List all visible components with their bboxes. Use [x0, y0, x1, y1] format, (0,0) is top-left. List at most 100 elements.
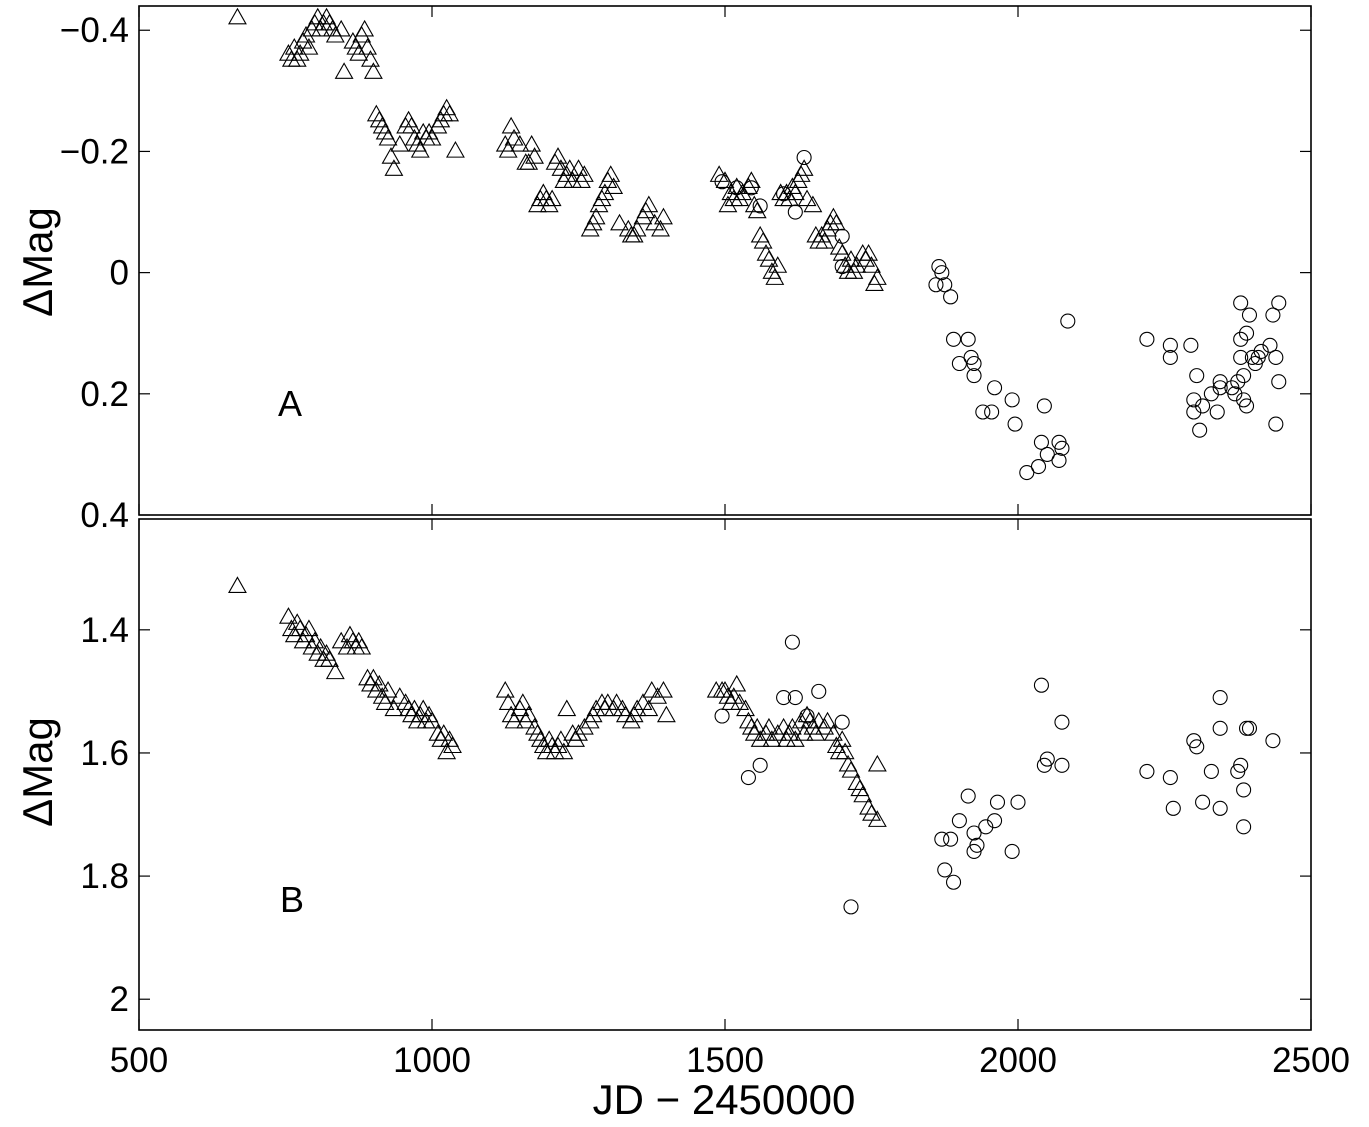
circle-point-a [1186, 392, 1202, 408]
circle-point-b [1189, 739, 1205, 755]
circle-point-a [984, 404, 1000, 420]
circle-point-b [1039, 751, 1055, 767]
triangle-point-b [768, 724, 788, 741]
circle-point-a [943, 289, 959, 305]
circle-point-b [1212, 720, 1228, 736]
circle-point-b [989, 794, 1006, 810]
triangle-point-b [228, 576, 247, 593]
y-tick-label-b: 2 [110, 980, 129, 1019]
circle-point-a [743, 180, 759, 196]
circle-point-b [752, 757, 768, 773]
circle-point-a [1271, 374, 1287, 390]
circle-point-a [1183, 337, 1199, 353]
triangle-point-b [574, 717, 594, 735]
triangle-point-a [522, 134, 542, 152]
triangle-point-b [750, 730, 770, 747]
triangle-point-a [867, 268, 887, 285]
circle-point-a [945, 331, 962, 347]
triangle-point-b [654, 680, 673, 698]
circle-point-a [928, 277, 944, 293]
triangle-point-a [727, 177, 747, 195]
triangle-point-a [595, 183, 615, 201]
circle-point-a [1162, 349, 1178, 366]
triangle-point-a [410, 141, 430, 158]
x-tick-label: 2000 [979, 1041, 1057, 1080]
triangle-point-b [832, 730, 852, 747]
circle-point-b [1004, 843, 1020, 860]
circle-point-b [945, 874, 962, 890]
triangle-point-a [381, 147, 401, 164]
triangle-point-b [862, 804, 881, 821]
circle-point-b [951, 813, 967, 829]
triangle-point-b [835, 742, 855, 760]
y-tick-label-a: −0.4 [60, 11, 129, 50]
circle-point-a [1268, 416, 1284, 432]
triangle-point-a [390, 134, 410, 152]
triangle-point-b [498, 693, 518, 710]
circle-point-a [1039, 446, 1055, 462]
circle-point-b [1265, 733, 1281, 749]
triangle-point-b [378, 680, 398, 698]
circle-point-b [776, 689, 792, 706]
triangle-point-b [422, 711, 442, 729]
triangle-point-a [601, 165, 621, 182]
triangle-point-b [504, 711, 524, 729]
triangle-point-b [495, 680, 515, 698]
panel-a-label: A [278, 383, 302, 424]
triangle-point-a [569, 159, 588, 176]
y-axis-label-a: ΔMag [14, 207, 61, 317]
triangle-point-b [853, 785, 873, 803]
plot-frame-b [138, 518, 1312, 1031]
circle-point-a [1186, 404, 1202, 420]
y-tick-label-a: 0.2 [80, 375, 129, 414]
triangle-point-a [525, 147, 544, 164]
triangle-point-a [355, 19, 375, 37]
triangle-point-a [363, 62, 383, 79]
circle-point-b [1033, 677, 1049, 693]
triangle-point-a [510, 134, 530, 152]
triangle-point-b [730, 693, 750, 710]
triangle-point-a [378, 128, 398, 146]
triangle-point-b [648, 687, 668, 704]
triangle-point-b [320, 650, 339, 667]
y-tick-label-a: 0 [110, 254, 129, 293]
triangle-point-b [627, 699, 647, 717]
triangle-point-b [762, 730, 782, 747]
circle-point-a [1030, 458, 1047, 475]
circle-point-b [787, 689, 803, 706]
triangle-point-b [867, 810, 887, 827]
triangle-point-b [736, 699, 755, 717]
circle-point-b [1054, 714, 1070, 730]
circle-point-a [1195, 398, 1211, 414]
triangle-point-a [639, 195, 659, 213]
triangle-point-a [325, 25, 345, 43]
circle-point-a [729, 180, 745, 196]
x-axis-label: JD − 2450000 [593, 1076, 856, 1122]
circle-point-b [978, 819, 994, 835]
triangle-point-b [352, 637, 372, 655]
circle-point-a [1253, 343, 1269, 359]
circle-point-a [787, 204, 803, 220]
circle-point-a [1203, 386, 1219, 402]
circle-point-a [975, 404, 991, 420]
circle-point-a [1004, 392, 1020, 408]
circle-point-a [966, 355, 982, 372]
circle-point-b [1241, 720, 1258, 736]
circle-point-a [1036, 398, 1052, 414]
triangle-point-a [299, 38, 319, 55]
circle-point-b [1233, 757, 1249, 773]
triangle-point-a [654, 207, 673, 225]
triangle-point-a [548, 147, 568, 164]
circle-point-a [1236, 368, 1252, 384]
triangle-point-a [765, 268, 785, 285]
triangle-point-a [832, 244, 852, 261]
circle-point-b [966, 825, 982, 841]
triangle-point-b [569, 724, 588, 741]
triangle-point-a [384, 159, 404, 176]
circle-point-b [1195, 794, 1211, 810]
circle-point-a [1051, 452, 1067, 469]
triangle-point-a [440, 104, 460, 122]
circle-point-a [1241, 307, 1258, 323]
triangle-point-a [501, 116, 521, 134]
triangle-point-a [228, 7, 247, 25]
